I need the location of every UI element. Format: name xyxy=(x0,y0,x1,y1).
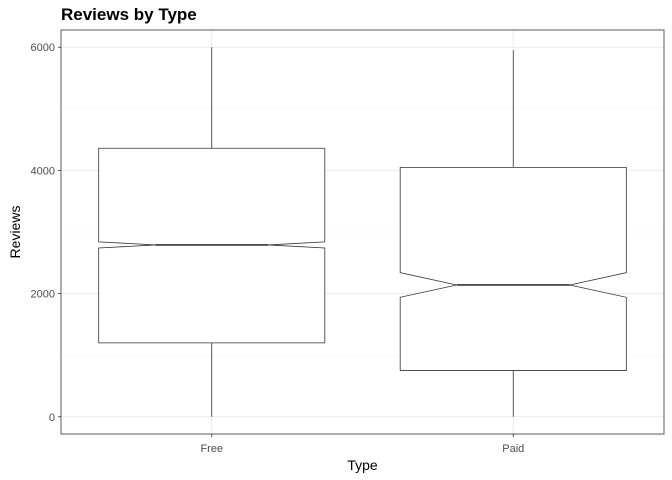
panel-border xyxy=(60,29,665,435)
box-paid xyxy=(399,50,627,417)
boxes xyxy=(98,47,627,417)
y-axis-title: Reviews xyxy=(7,206,23,259)
x-tick-label: Paid xyxy=(502,443,524,455)
y-tick-label: 6000 xyxy=(31,42,55,54)
x-axis: Free Paid xyxy=(200,434,524,455)
y-tick-label: 0 xyxy=(49,412,55,424)
y-tick-label: 4000 xyxy=(31,165,55,177)
x-tick-label: Free xyxy=(200,443,223,455)
chart-title: Reviews by Type xyxy=(61,5,197,24)
notched-box xyxy=(399,166,627,371)
x-axis-title: Type xyxy=(347,457,378,473)
box-free xyxy=(98,47,326,417)
y-axis: 0 2000 4000 6000 xyxy=(31,42,61,424)
y-tick-label: 2000 xyxy=(31,289,55,301)
